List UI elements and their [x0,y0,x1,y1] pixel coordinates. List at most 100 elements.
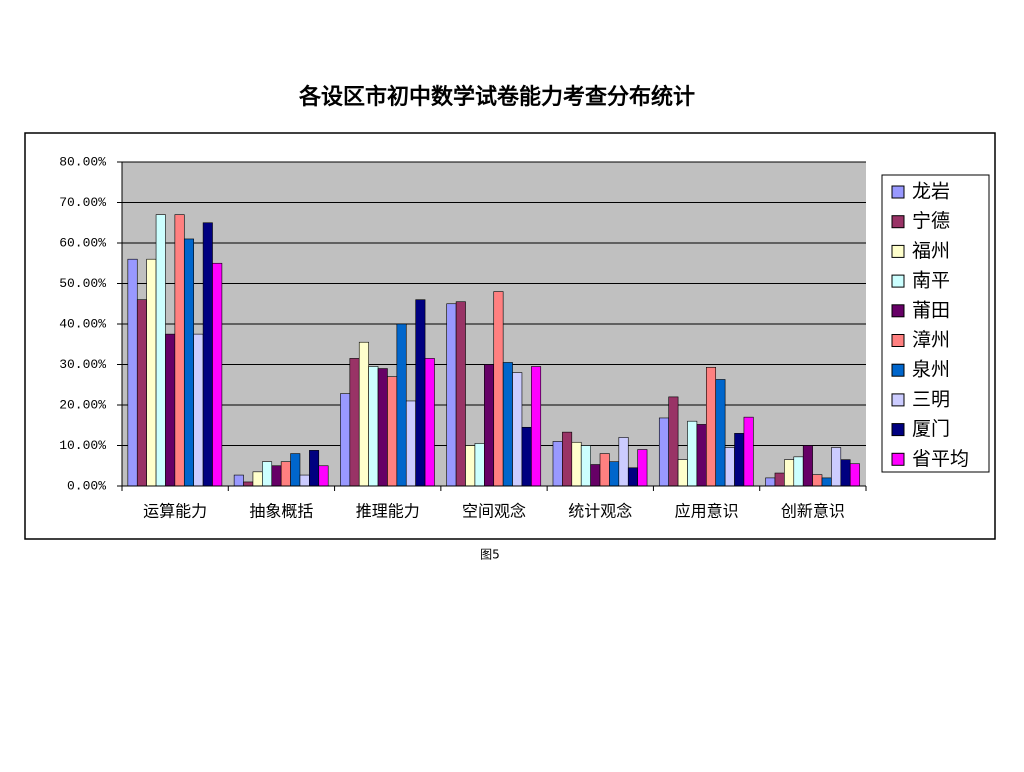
bar [455,301,466,487]
y-tick-label: 30.00% [59,357,106,372]
bar [146,258,157,487]
legend-label: 南平 [912,270,950,292]
bar [212,262,223,487]
x-tick-label: 创新意识 [781,502,845,521]
bar [521,426,532,487]
x-tick-label: 抽象概括 [249,502,313,521]
x-tick-label: 空间观念 [462,502,526,521]
bar [415,299,426,487]
bar [155,214,166,487]
legend-swatch [891,244,905,258]
legend-label: 漳州 [912,329,950,351]
legend-label: 福州 [912,240,950,262]
bar [812,474,823,487]
bar [368,366,379,487]
chart-title: 各设区市初中数学试卷能力考查分布统计 [298,84,695,110]
bar [512,372,523,487]
bar [465,445,476,487]
bar [637,449,648,487]
legend-swatch [891,274,905,288]
bar [318,465,329,487]
bar [349,358,360,487]
bar [627,467,638,487]
y-tick-label: 70.00% [59,195,106,210]
bar [446,303,457,487]
y-tick-label: 60.00% [59,235,106,250]
caption: 图5 [480,548,500,562]
bar [271,465,282,487]
bar [793,456,804,487]
bar [668,396,679,487]
bar [696,424,707,487]
bar [387,376,398,487]
bar [299,474,310,487]
bar [233,474,244,487]
bar [765,477,776,487]
bar [405,400,416,487]
y-tick-label: 0.00% [67,478,106,493]
bar [687,420,698,487]
bar [599,453,610,487]
bar [715,379,726,487]
legend-swatch [891,185,905,199]
bar [590,464,601,487]
bar [562,431,573,487]
bar [396,323,407,487]
bar [280,461,291,487]
legend-box [881,174,990,473]
x-tick-label: 应用意识 [675,502,739,521]
bar [202,222,213,487]
legend-label: 省平均 [912,448,969,470]
bar [821,477,832,487]
legend-swatch [891,452,905,466]
bar [474,443,485,487]
legend-label: 三明 [912,388,950,410]
bar [677,459,688,487]
bar [706,367,717,487]
bar [831,447,842,487]
bar [127,258,138,487]
bar [658,417,669,487]
bar [502,362,513,487]
bar [165,333,176,487]
bar [802,445,813,487]
legend-swatch [891,334,905,347]
bar [493,291,504,487]
legend-swatch [891,393,905,407]
y-tick-label: 50.00% [59,276,106,291]
bar [724,447,735,487]
bar [580,445,591,487]
bar [552,441,563,487]
bar [424,358,435,487]
bar [531,366,542,487]
legend-swatch [891,304,905,318]
legend-label: 莆田 [912,299,950,321]
y-tick-label: 80.00% [59,154,106,169]
bar [193,333,204,487]
bar [743,416,754,487]
bar [358,341,369,487]
legend-swatch [891,363,905,377]
bar [340,393,351,487]
bar [309,450,320,487]
bar [377,368,388,487]
x-tick-label: 统计观念 [568,502,632,521]
bar [618,437,629,487]
legend-label: 泉州 [912,359,950,381]
bar [784,459,795,487]
legend-swatch [891,215,905,229]
bar [290,453,301,487]
bar [252,471,263,487]
bar [262,461,273,487]
legend-label: 龙岩 [912,181,950,203]
bar [183,238,194,487]
bar [609,461,620,487]
bar [571,441,582,487]
bar [136,299,147,487]
bar [174,214,185,487]
bar [849,463,860,487]
bar [484,364,495,487]
legend-swatch [891,423,905,437]
y-tick-label: 20.00% [59,397,106,412]
